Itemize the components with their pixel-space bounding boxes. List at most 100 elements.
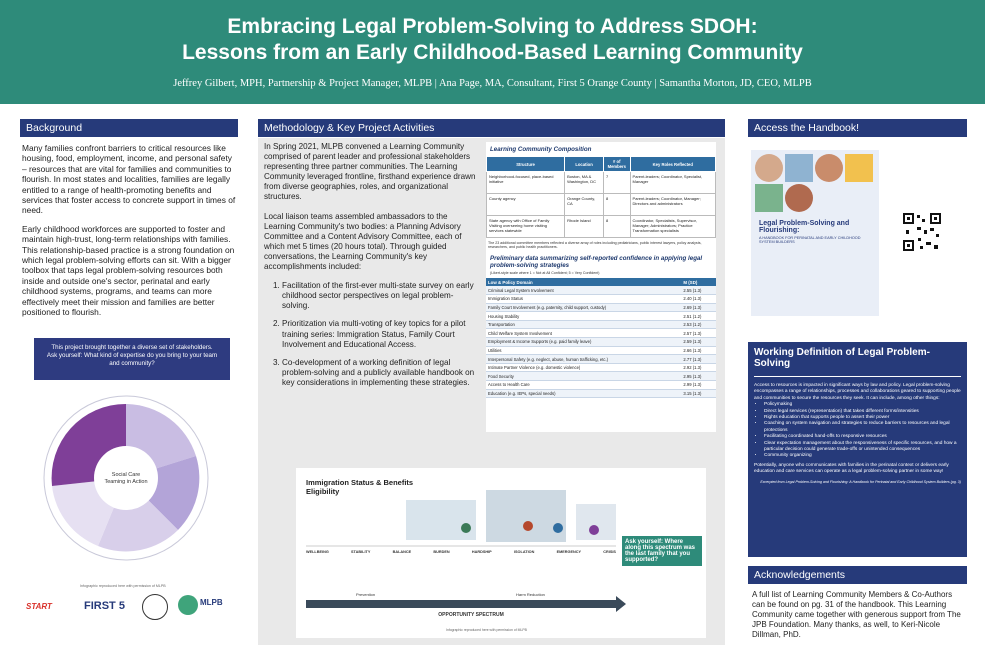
- table-cell: Coordinator, Specialists, Supervisor, Ma…: [629, 215, 717, 238]
- table-header: Location: [564, 156, 604, 172]
- accomplishments-list: Facilitation of the first-ever multi-sta…: [264, 281, 480, 388]
- methodology-text: In Spring 2021, MLPB convened a Learning…: [264, 142, 480, 396]
- table-cell: Access to Health Care: [486, 380, 682, 390]
- spectrum-stage: ISOLATION: [513, 550, 535, 554]
- definition-heading: Working Definition of Legal Problem-Solv…: [748, 342, 967, 374]
- building-left: [406, 500, 476, 540]
- prevention-label: Prevention: [356, 592, 376, 597]
- acknowledgements-text: A full list of Learning Community Member…: [752, 590, 961, 639]
- building-center: [486, 490, 566, 542]
- table-cell: 2.55 (1.3): [681, 286, 716, 296]
- table-cell: Food Security: [486, 371, 682, 382]
- person-figure: [461, 523, 471, 533]
- table-cell: Boston, MA & Washington, DC: [564, 171, 604, 194]
- table-header-row: Low & Policy Domain M (SD): [486, 278, 716, 286]
- spectrum-caption: Infographic reproduced here with permiss…: [446, 628, 527, 632]
- list-item: Facilitation of the first-ever multi-sta…: [282, 281, 480, 311]
- table-row: Family Court Involvement (e.g. paternity…: [486, 303, 716, 313]
- wheel-center-label-2: Teaming in Action: [104, 479, 147, 485]
- table-row: Utilities 2.66 (1.3): [486, 346, 716, 356]
- ask-yourself-callout: Ask yourself: Where along this spectrum …: [622, 536, 702, 566]
- composition-note: The 23 additional committee members refl…: [488, 241, 702, 249]
- photo-tile: [755, 184, 783, 212]
- stakeholder-callout: This project brought together a diverse …: [34, 338, 230, 380]
- qr-code-icon[interactable]: [902, 212, 942, 252]
- spectrum-stage: EMERGENCY: [556, 550, 582, 554]
- background-heading: Background: [20, 119, 238, 137]
- table-cell: Child Welfare System Involvement: [486, 328, 682, 339]
- table-cell: 2.53 (1.2): [681, 320, 716, 330]
- spectrum-stage: BALANCE: [392, 550, 412, 554]
- background-text: Many families confront barriers to criti…: [22, 143, 238, 326]
- table-row: Housing Stability 2.51 (1.2): [486, 311, 716, 321]
- tables-panel: Learning Community Composition Structure…: [485, 142, 717, 432]
- table-cell: Orange County, CA: [564, 193, 604, 216]
- working-definition-box: Working Definition of Legal Problem-Solv…: [748, 342, 967, 557]
- table-cell: 2.51 (1.2): [681, 311, 716, 321]
- spectrum-stages: WELLBEING STABILITY BALANCE BURDEN HARDS…: [306, 550, 616, 554]
- definition-closing: Potentially, anyone who communicates wit…: [754, 462, 949, 475]
- table-row: State agency with Office of Family Visit…: [485, 215, 717, 238]
- definition-list: Policymaking Direct legal services (repr…: [754, 402, 961, 460]
- list-item: Facilitating coordinated hand-offs to re…: [764, 434, 961, 440]
- table-row: Immigration Status 2.40 (1.3): [486, 294, 716, 304]
- table-header: Structure: [485, 156, 566, 172]
- background-paragraph-2: Early childhood workforces are supported…: [22, 223, 235, 318]
- likert-scale-note: (Likert-style scale where 1 = Not at All…: [490, 271, 600, 275]
- spectrum-stage: WELLBEING: [306, 550, 329, 554]
- spectrum-stage: BURDEN: [433, 550, 450, 554]
- table-cell: Immigration Status: [486, 294, 682, 304]
- definition-body: Access to resources is impacted in signi…: [754, 376, 961, 485]
- table-cell: 7: [603, 171, 631, 194]
- table-cell: Transportation: [486, 320, 682, 330]
- community-seal-logo: [142, 594, 168, 620]
- photo-tile: [785, 184, 813, 212]
- table-row: Education (e.g. IEPs, special needs) 3.15…: [486, 389, 716, 399]
- table-header: Key Roles Reflected: [629, 156, 717, 172]
- table-row: Child Welfare System Involvement 2.57 (1.…: [486, 328, 716, 339]
- logo-start: START: [26, 602, 52, 611]
- spectrum-stage: HARDSHIP: [471, 550, 492, 554]
- list-item: Co-development of a working definition o…: [282, 358, 480, 388]
- cover-title: Legal Problem-Solving and Flourishing:: [759, 220, 850, 234]
- photo-tile: [785, 154, 813, 182]
- table-row: Intimate Partner Violence (e.g. domestic…: [486, 363, 716, 373]
- cover-photo-grid: [751, 150, 879, 216]
- methodology-paragraph-1: In Spring 2021, MLPB convened a Learning…: [264, 142, 476, 202]
- list-item: Clear expectation management about the r…: [764, 441, 961, 454]
- table-cell: 2.59 (1.3): [681, 337, 716, 347]
- table-cell: Parent-leaders; Coordinator, Manager; Di…: [629, 193, 717, 216]
- table-cell: Parent-leaders; Coordinator, Specialist,…: [629, 171, 717, 194]
- harm-reduction-label: Harm Reduction: [516, 592, 545, 597]
- table-cell: 3.15 (1.3): [681, 389, 716, 399]
- person-figure: [589, 525, 599, 535]
- title-banner: Embracing Legal Problem-Solving to Addre…: [0, 0, 985, 104]
- table-header: # of Members: [603, 156, 631, 172]
- lcc-table-title: Learning Community Composition: [490, 146, 592, 153]
- confidence-table-title: Preliminary data summarizing self-report…: [490, 255, 703, 269]
- table-cell: Family Court Involvement (e.g. paternity…: [486, 303, 682, 313]
- spectrum-title: Immigration Status & Benefits Eligibilit…: [306, 478, 414, 496]
- table-row: Interpersonal Safety (e.g. neglect, abus…: [486, 354, 716, 364]
- table-row: Food Security 2.95 (1.3): [486, 371, 716, 382]
- cover-subtitle: A HANDBOOK FOR PERINATAL AND EARLY CHILD…: [759, 236, 861, 244]
- handbook-cover-image[interactable]: Legal Problem-Solving and Flourishing: A…: [751, 150, 879, 316]
- wheel-center-label: Social Care: [112, 472, 140, 478]
- table-cell: Employment & Income Supports (e.g. paid …: [486, 337, 682, 347]
- methodology-paragraph-2: Local liaison teams assembled ambassador…: [264, 211, 462, 272]
- confidence-table: Low & Policy Domain M (SD) Criminal Lega…: [486, 278, 716, 399]
- spectrum-stage: CRISIS: [603, 550, 616, 554]
- table-cell: State agency with Office of Family Visit…: [485, 215, 566, 238]
- table-cell: Utilities: [486, 346, 682, 356]
- spectrum-illustration: [306, 490, 626, 612]
- person-figure: [553, 523, 563, 533]
- table-row: Access to Health Care 2.99 (1.3): [486, 380, 716, 390]
- title-line-2: Lessons from an Early Childhood-Based Le…: [182, 41, 803, 64]
- opportunity-spectrum-infographic: Immigration Status & Benefits Eligibilit…: [296, 468, 706, 638]
- table-cell: Education (e.g. IEPs, special needs): [486, 389, 682, 399]
- spectrum-axis-bar: [306, 600, 616, 608]
- table-row: County agency Orange County, CA 8 Parent…: [485, 193, 717, 216]
- title-line-1: Embracing Legal Problem-Solving to Addre…: [227, 15, 758, 38]
- table-cell: 2.99 (1.3): [681, 380, 716, 390]
- authors: Jeffrey Gilbert, MPH, Partnership & Proj…: [173, 78, 812, 89]
